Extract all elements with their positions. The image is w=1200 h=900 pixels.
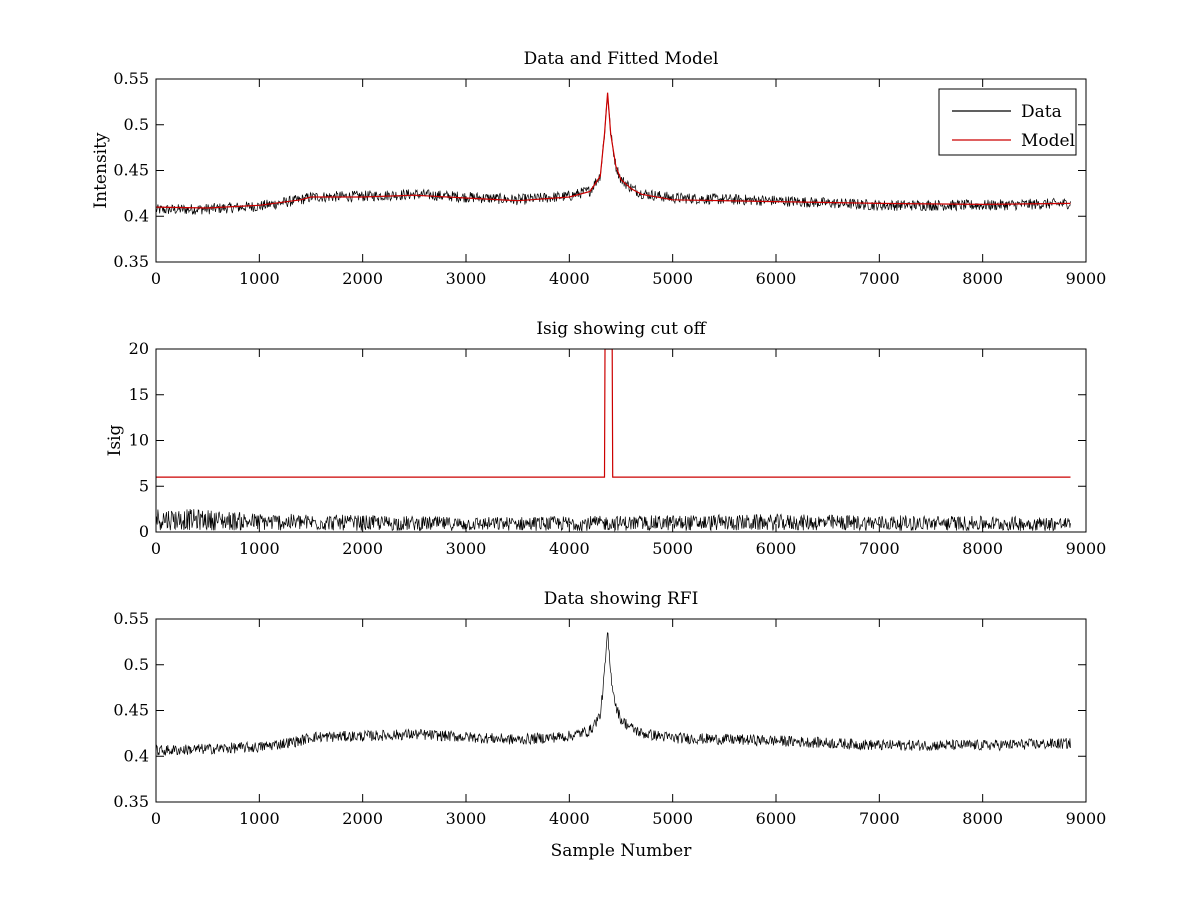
panel-data-and-fitted-model: 0 1000 2000 3000 4000 5000 6000 7000 8000 9000 0.3… xyxy=(91,49,1106,288)
plot-area xyxy=(156,619,1086,802)
chart-title: Isig showing cut off xyxy=(536,319,707,339)
x-tick-label: 1000 xyxy=(239,539,280,558)
x-tick-label: 9000 xyxy=(1066,269,1107,288)
model-series-line xyxy=(156,92,1071,209)
x-tick-label: 6000 xyxy=(756,539,797,558)
plot-area xyxy=(156,349,1086,532)
x-tick-label: 4000 xyxy=(549,809,590,828)
y-tick-label: 0.35 xyxy=(113,252,149,271)
x-tick-label: 4000 xyxy=(549,269,590,288)
x-tick-label: 0 xyxy=(151,539,161,558)
legend: Data Model xyxy=(938,88,1077,156)
x-axis-label: Sample Number xyxy=(551,841,693,861)
y-tick-label: 0 xyxy=(139,522,149,541)
y-tick-label: 0.35 xyxy=(113,792,149,811)
x-tick-label: 2000 xyxy=(342,539,383,558)
x-tick-label: 7000 xyxy=(859,269,900,288)
chart-title: Data showing RFI xyxy=(544,589,699,609)
x-tick-label: 3000 xyxy=(446,539,487,558)
y-tick-label: 0.55 xyxy=(113,609,149,628)
x-tick-label: 8000 xyxy=(962,809,1003,828)
panel-isig-showing-cut-off: 0 1000 2000 3000 4000 5000 6000 7000 8000 9000 0 5 1… xyxy=(105,319,1106,558)
legend-label-data: Data xyxy=(1021,102,1062,122)
plot-area xyxy=(156,79,1086,262)
legend-box xyxy=(938,88,1077,156)
x-tick-label: 5000 xyxy=(652,809,693,828)
x-tick-label: 0 xyxy=(151,809,161,828)
x-tick-label: 2000 xyxy=(342,809,383,828)
x-tick-label: 3000 xyxy=(446,269,487,288)
panel-data-showing-rfi: 0 1000 2000 3000 4000 5000 6000 7000 8000 9000 0.3… xyxy=(113,589,1106,861)
x-tick-label: 3000 xyxy=(446,809,487,828)
x-tick-label: 5000 xyxy=(652,269,693,288)
y-tick-label: 10 xyxy=(129,431,149,450)
y-tick-label: 0.55 xyxy=(113,69,149,88)
data-series-line xyxy=(156,632,1071,756)
y-tick-label: 0.4 xyxy=(124,746,149,765)
x-tick-label: 6000 xyxy=(756,809,797,828)
y-tick-label: 0.45 xyxy=(113,701,149,720)
x-tick-label: 1000 xyxy=(239,269,280,288)
x-tick-label: 8000 xyxy=(962,269,1003,288)
data-series-line xyxy=(156,509,1071,532)
chart-title: Data and Fitted Model xyxy=(524,49,719,69)
y-tick-label: 0.5 xyxy=(124,115,149,134)
x-tick-label: 6000 xyxy=(756,269,797,288)
y-tick-label: 5 xyxy=(139,476,149,495)
y-axis-label: Intensity xyxy=(91,132,111,208)
x-tick-label: 7000 xyxy=(859,809,900,828)
x-tick-label: 9000 xyxy=(1066,539,1107,558)
y-tick-label: 0.45 xyxy=(113,161,149,180)
y-tick-label: 0.4 xyxy=(124,206,149,225)
y-tick-label: 20 xyxy=(129,339,149,358)
x-tick-label: 1000 xyxy=(239,809,280,828)
cutoff-series-line xyxy=(156,349,1071,478)
x-tick-label: 5000 xyxy=(652,539,693,558)
x-tick-label: 0 xyxy=(151,269,161,288)
x-tick-label: 2000 xyxy=(342,269,383,288)
x-tick-label: 7000 xyxy=(859,539,900,558)
x-tick-label: 4000 xyxy=(549,539,590,558)
x-tick-label: 9000 xyxy=(1066,809,1107,828)
x-tick-label: 8000 xyxy=(962,539,1003,558)
y-axis-label: Isig xyxy=(105,425,125,457)
y-tick-label: 15 xyxy=(129,385,149,404)
legend-label-model: Model xyxy=(1021,131,1075,151)
y-tick-label: 0.5 xyxy=(124,655,149,674)
